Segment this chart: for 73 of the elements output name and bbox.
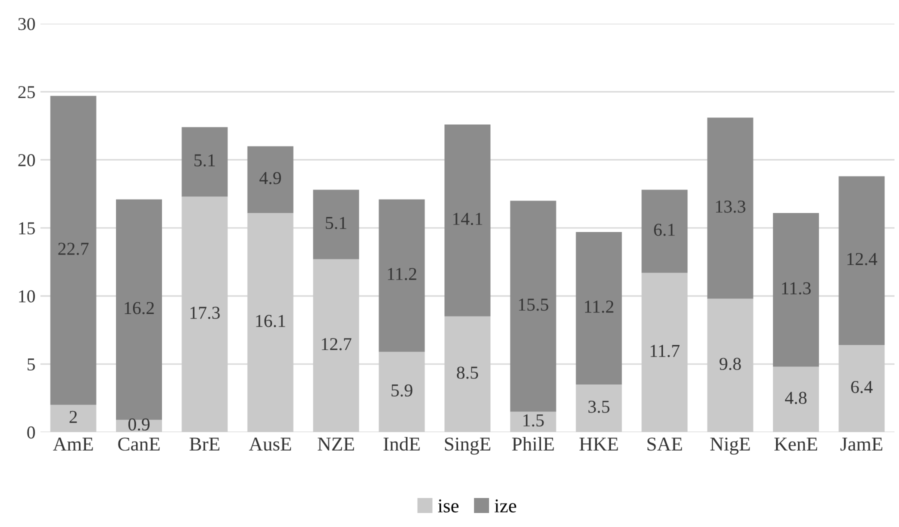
bar <box>116 199 162 420</box>
data-label: 12.4 <box>847 252 878 266</box>
bar <box>444 124 490 316</box>
bar <box>313 259 360 432</box>
x-tick-label: SingE <box>445 438 490 455</box>
data-label: 13.3 <box>716 200 746 213</box>
bar <box>378 352 425 432</box>
data-label: 5.9 <box>392 384 412 397</box>
data-label: 11.3 <box>782 282 811 294</box>
data-label: 11.2 <box>585 300 614 313</box>
bar <box>182 127 228 197</box>
bar <box>50 96 96 405</box>
x-tick-label: CanE <box>118 438 160 451</box>
bar <box>838 176 885 346</box>
bar <box>576 232 622 384</box>
data-label: 14.1 <box>453 212 482 226</box>
data-label: 8.5 <box>456 366 478 379</box>
bar <box>247 212 294 432</box>
bar <box>247 146 294 213</box>
data-label: 1.5 <box>523 414 544 427</box>
data-label: 11.2 <box>388 268 416 280</box>
y-tick-label: 25 <box>18 86 35 98</box>
data-label: 6.4 <box>851 380 873 394</box>
x-tick-label: NZE <box>318 438 354 450</box>
bar <box>642 190 688 273</box>
y-tick-label: 10 <box>19 290 35 302</box>
y-tick-label: 30 <box>18 18 35 30</box>
x-tick-label: BrE <box>190 438 220 451</box>
x-tick-label: IndE <box>384 437 420 451</box>
x-tick-label: KenE <box>774 438 818 451</box>
bar <box>510 200 556 412</box>
data-label: 5.1 <box>194 154 215 166</box>
x-tick-label: NigE <box>710 438 750 455</box>
legend-label: ize <box>494 499 516 512</box>
data-label: 16.1 <box>256 314 286 328</box>
bar <box>576 384 622 432</box>
data-label: 15.5 <box>518 298 548 311</box>
bar <box>378 199 425 352</box>
bar <box>182 196 228 432</box>
data-label: 12.7 <box>322 338 352 350</box>
data-label: 16.2 <box>124 302 154 314</box>
bar <box>772 366 819 432</box>
y-tick-label: 5 <box>28 358 35 371</box>
y-tick-label: 15 <box>19 222 35 234</box>
data-label: 2 <box>70 410 77 423</box>
bar <box>707 118 754 299</box>
data-label: 0.9 <box>128 418 150 431</box>
data-label: 22.7 <box>58 242 89 255</box>
data-label: 5.1 <box>326 216 346 230</box>
data-label: 6.1 <box>654 224 675 236</box>
bar <box>838 345 885 432</box>
data-label: 17.3 <box>190 306 220 319</box>
data-label: 9.8 <box>720 358 741 370</box>
x-tick-label: SAE <box>648 438 682 451</box>
data-label: 4.9 <box>259 172 281 184</box>
data-label: 3.5 <box>588 400 610 413</box>
bar <box>313 190 360 260</box>
bar <box>50 404 96 432</box>
x-tick-label: HKE <box>579 438 618 450</box>
x-tick-label: AmE <box>52 438 93 450</box>
bar <box>510 412 556 432</box>
y-tick-label: 0 <box>27 426 35 439</box>
y-tick-label: 20 <box>18 154 35 166</box>
bar <box>772 212 819 367</box>
x-tick-label: PhilE <box>512 437 554 450</box>
data-label: 11.7 <box>650 344 680 358</box>
x-tick-label: JamE <box>840 438 882 451</box>
data-label: 4.8 <box>785 392 807 404</box>
x-tick-label: AusE <box>248 438 292 451</box>
bar <box>707 298 754 432</box>
bar <box>444 316 490 432</box>
legend-label: ise <box>438 499 458 512</box>
bar <box>642 272 688 432</box>
